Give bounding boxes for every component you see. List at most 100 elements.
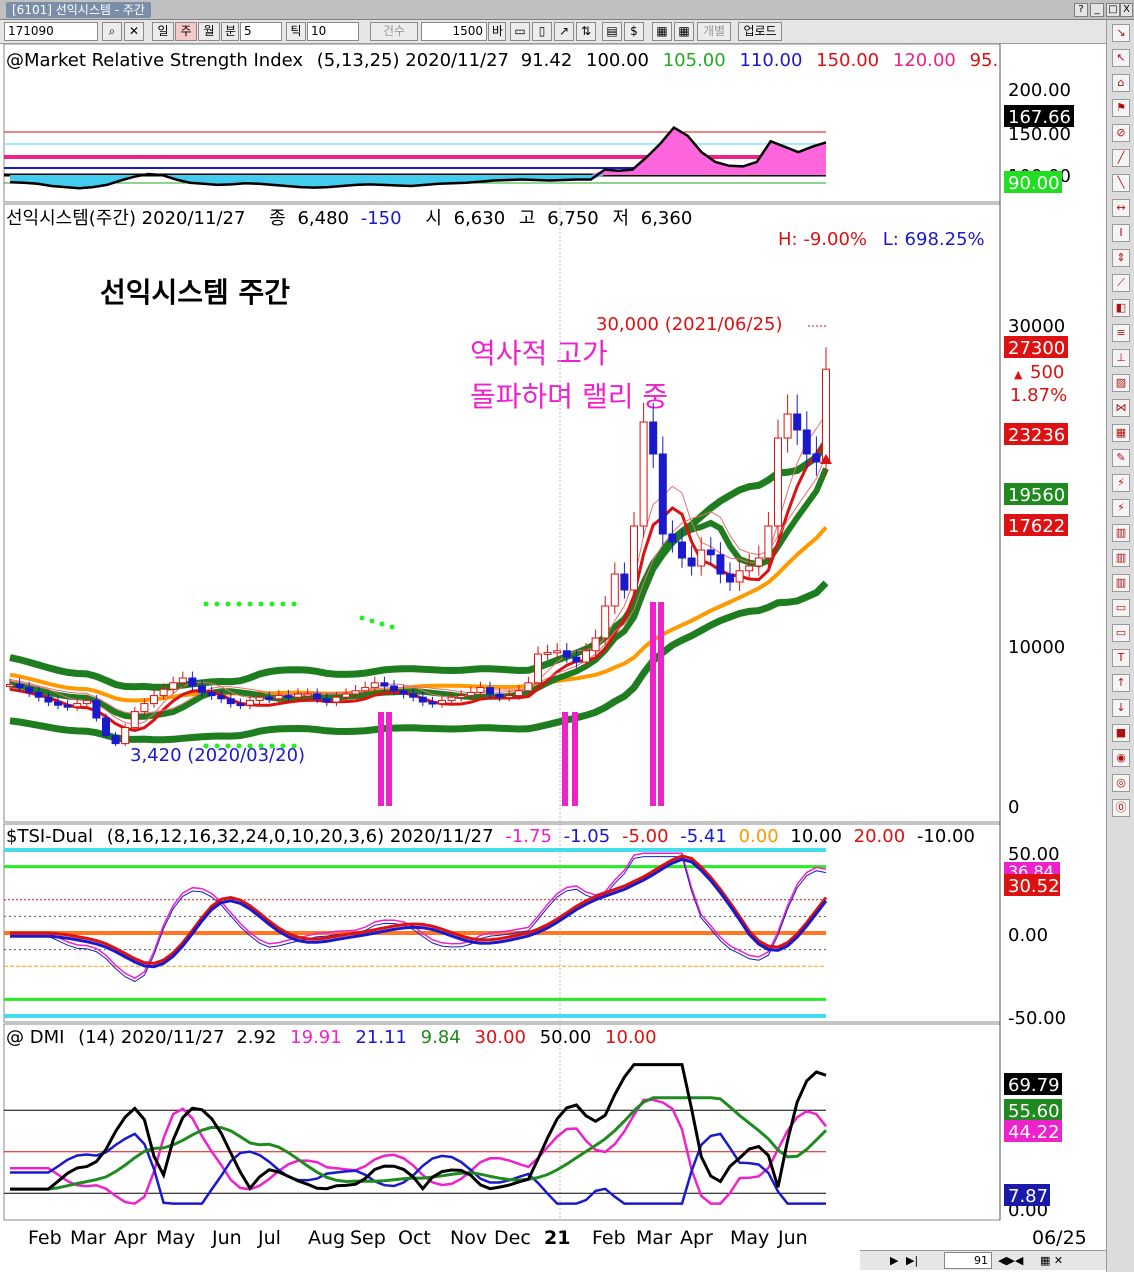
candle-body	[121, 727, 130, 745]
scroll-count-input[interactable]: 91	[944, 1252, 992, 1269]
maximize-button[interactable]: □	[1106, 3, 1120, 17]
dot-marker	[258, 601, 264, 607]
candle-body	[639, 421, 648, 527]
price-axis-label: 0	[1008, 797, 1019, 818]
drawing-tool-icon[interactable]: ▦	[1112, 424, 1130, 442]
align-icon[interactable]: ⇅	[576, 22, 596, 41]
drawing-tool-icon[interactable]: ⚑	[1112, 99, 1130, 117]
drawing-tool-icon[interactable]: ⚡	[1112, 474, 1130, 492]
grid-icon[interactable]: ▦	[674, 22, 694, 41]
drawing-tool-icon[interactable]: ↖	[1112, 49, 1130, 67]
ma-tag-text: 19560	[1008, 485, 1065, 506]
dmi-v1: 2.92	[236, 1027, 276, 1048]
period-week-button[interactable]: 주	[175, 22, 197, 41]
drawing-tool-icon[interactable]: ↔	[1112, 199, 1130, 217]
doc-icon[interactable]: ▤	[602, 22, 622, 41]
candle-body	[438, 699, 446, 705]
dot-marker	[225, 743, 231, 749]
drawing-tool-icon[interactable]: ▭	[1112, 599, 1130, 617]
drawing-tool-icon[interactable]: ╲	[1112, 174, 1130, 192]
drawing-tool-icon[interactable]: ⓪	[1112, 799, 1130, 817]
candle-body	[188, 677, 197, 687]
dmi-v3: 21.11	[355, 1027, 407, 1048]
price-change-pct: 1.87%	[1010, 385, 1067, 406]
individual-button[interactable]: 개별	[697, 22, 731, 41]
candle-body	[543, 651, 552, 655]
chart-area[interactable]: @Market Relative Strength Index (5,13,25…	[0, 44, 1106, 1272]
signal-bar	[386, 712, 392, 806]
drawing-tool-icon[interactable]: ⌂	[1112, 74, 1130, 92]
count-input[interactable]: 1500	[421, 22, 487, 41]
scale-icon[interactable]: ▦ ✕	[1040, 1254, 1064, 1267]
zoom-arrows-icon[interactable]: ◀▶◀	[998, 1254, 1024, 1267]
candle-body	[15, 683, 24, 689]
minute-select[interactable]: 5	[240, 22, 282, 41]
tsi-v1: -1.75	[505, 826, 552, 847]
dot-marker	[236, 601, 242, 607]
period-minute-button[interactable]: 분	[221, 22, 239, 41]
candle-body	[370, 682, 379, 689]
drawing-tool-icon[interactable]: ⋈	[1112, 399, 1130, 417]
drawing-tool-icon[interactable]: ≡	[1112, 324, 1130, 342]
drawing-tool-icon[interactable]: ◉	[1112, 749, 1130, 767]
dot-marker	[369, 618, 375, 624]
period-day-button[interactable]: 일	[152, 22, 174, 41]
drawing-tool-icon[interactable]: ⊥	[1112, 349, 1130, 367]
stock-code-input[interactable]: 171090	[4, 22, 98, 41]
scroll-right-icon[interactable]: ▶	[890, 1254, 899, 1267]
drawing-tool-icon[interactable]: ▭	[1112, 624, 1130, 642]
drawing-tool-icon[interactable]: ▨	[1112, 374, 1130, 392]
green-ma-line	[9, 467, 829, 720]
window-title: [6101] 선익시스템 - 주간	[6, 2, 151, 18]
help-button[interactable]: ?	[1074, 3, 1088, 17]
dmi-v6: 50.00	[540, 1027, 592, 1048]
drawing-tool-icon[interactable]: ▥	[1112, 524, 1130, 542]
drawing-tool-icon[interactable]: ⟋	[1112, 274, 1130, 292]
candle-body	[706, 549, 715, 556]
table-icon[interactable]: ▦	[652, 22, 672, 41]
scroll-end-icon[interactable]: ▶|	[906, 1254, 919, 1267]
upload-button[interactable]: 업로드	[738, 22, 782, 41]
drawing-tool-icon[interactable]: ↘	[1112, 24, 1130, 42]
candle-body	[380, 682, 389, 687]
minimize-button[interactable]: _	[1090, 3, 1104, 17]
close-button[interactable]: X	[1120, 3, 1133, 17]
dollar-icon[interactable]: $	[624, 22, 644, 41]
drawing-tool-icon[interactable]: ▥	[1112, 549, 1130, 567]
drawing-tool-icon[interactable]: ▥	[1112, 574, 1130, 592]
tsi-tag	[1004, 874, 1060, 896]
drawing-tool-icon[interactable]: T	[1112, 649, 1130, 667]
dmi-tag	[1004, 1099, 1062, 1121]
zoom-out-icon[interactable]: ▭	[510, 22, 530, 41]
drawing-tool-icon[interactable]: ⊘	[1112, 124, 1130, 142]
drawing-tool-icon[interactable]: ◎	[1112, 774, 1130, 792]
zoom-in-icon[interactable]: ▯	[532, 22, 552, 41]
tsi-pane: $TSI-Dual (8,16,12,16,32,24,0,10,20,3,6)…	[4, 826, 1066, 1029]
dmi-tag-text: 44.22	[1008, 1122, 1060, 1143]
tsi-v2: -1.05	[564, 826, 611, 847]
drawing-tool-icon[interactable]: ✎	[1112, 449, 1130, 467]
drawing-tool-icon[interactable]: ↓	[1112, 699, 1130, 717]
drawing-tool-icon[interactable]: ⚡	[1112, 499, 1130, 517]
dmi-tag	[1004, 1120, 1062, 1142]
count-select[interactable]: 건수	[370, 22, 418, 41]
chart-arrow-icon[interactable]: ↗	[554, 22, 574, 41]
tick-select[interactable]: 10	[307, 22, 359, 41]
period-month-button[interactable]: 월	[198, 22, 220, 41]
tsi-v5: 0.00	[739, 826, 779, 847]
drawing-tool-icon[interactable]: ╱	[1112, 149, 1130, 167]
drawing-tool-icon[interactable]: I	[1112, 224, 1130, 242]
drawing-tool-icon[interactable]: ↑	[1112, 674, 1130, 692]
tick-button[interactable]: 틱	[286, 22, 306, 41]
tsi-v7: 20.00	[854, 826, 906, 847]
drawing-tool-icon[interactable]: ◧	[1112, 299, 1130, 317]
drawing-tool-icon[interactable]: ■	[1112, 724, 1130, 742]
price-axis-label: 30000	[1008, 316, 1065, 337]
candle-body	[534, 653, 542, 684]
pane-frame	[3, 823, 1001, 1023]
drawing-tool-icon[interactable]: ⇕	[1112, 249, 1130, 267]
search-clear-icon[interactable]: ✕	[124, 22, 144, 41]
scroll-bar[interactable]: ▶ ▶| 91 ◀▶◀ ▦ ✕	[860, 1250, 1106, 1270]
x-tick-label: May	[730, 1227, 769, 1249]
search-icon[interactable]: ⌕	[102, 22, 122, 41]
